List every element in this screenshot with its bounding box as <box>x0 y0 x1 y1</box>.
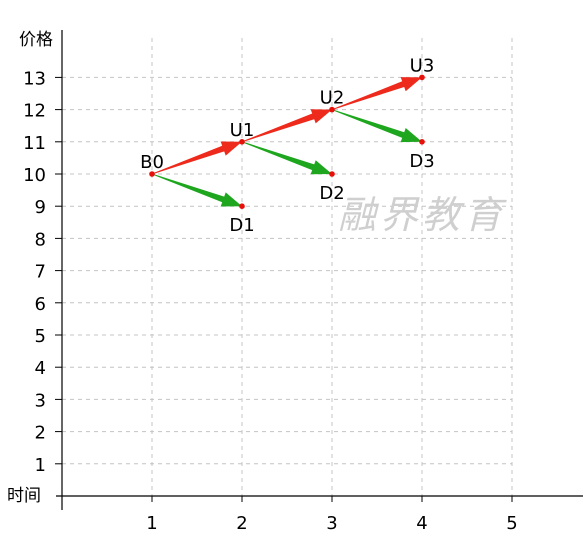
grid <box>62 38 513 496</box>
points: B0 U1 D1 U2 D2 U3 D3 <box>140 55 435 236</box>
point-label-U1: U1 <box>230 120 255 141</box>
arrow-U1-U2 <box>241 109 332 143</box>
x-axis-title: 时间 <box>7 486 41 506</box>
point-D2 <box>329 171 335 177</box>
point-label-D1: D1 <box>229 215 254 236</box>
point-D1 <box>239 203 245 209</box>
axes <box>55 30 583 510</box>
point-U1 <box>239 139 245 145</box>
arrow-U2-U3 <box>331 77 422 110</box>
y-tick-label-1: 1 <box>35 455 46 476</box>
point-U2 <box>329 106 335 113</box>
y-tick-label-6: 6 <box>35 294 46 315</box>
point-D3 <box>419 139 425 145</box>
y-tick-label-12: 12 <box>23 101 46 122</box>
y-tick-label-2: 2 <box>35 423 46 444</box>
x-tick-label-1: 1 <box>146 513 157 534</box>
arrow-B0-D1 <box>151 173 242 207</box>
x-tick-label-3: 3 <box>326 513 337 534</box>
y-tick-label-11: 11 <box>23 133 46 154</box>
point-label-U3: U3 <box>410 55 435 76</box>
y-tick-label-7: 7 <box>35 262 46 283</box>
x-tick-label-5: 5 <box>506 513 517 534</box>
x-tick-label-4: 4 <box>416 513 427 534</box>
y-tick-label-9: 9 <box>35 197 46 218</box>
y-tick-label-4: 4 <box>35 358 46 379</box>
y-tick-label-10: 10 <box>23 165 46 186</box>
y-axis-title: 价格 <box>19 30 53 50</box>
arrow-U2-D3 <box>331 109 422 143</box>
point-label-D3: D3 <box>409 151 434 172</box>
y-tick-label-3: 3 <box>35 390 46 411</box>
point-label-D2: D2 <box>319 183 344 204</box>
y-tick-label-5: 5 <box>35 326 46 347</box>
y-tick-label-8: 8 <box>35 229 46 250</box>
point-B0 <box>149 171 155 177</box>
point-label-B0: B0 <box>140 152 164 173</box>
point-U3 <box>419 74 425 81</box>
watermark: 融界教育 <box>338 193 507 237</box>
x-tick-label-2: 2 <box>236 513 247 534</box>
point-label-U2: U2 <box>320 88 345 109</box>
y-tick-label-13: 13 <box>23 68 46 89</box>
arrow-U1-D2 <box>241 141 332 175</box>
arrow-B0-U1 <box>151 141 242 175</box>
arrows <box>151 77 422 207</box>
